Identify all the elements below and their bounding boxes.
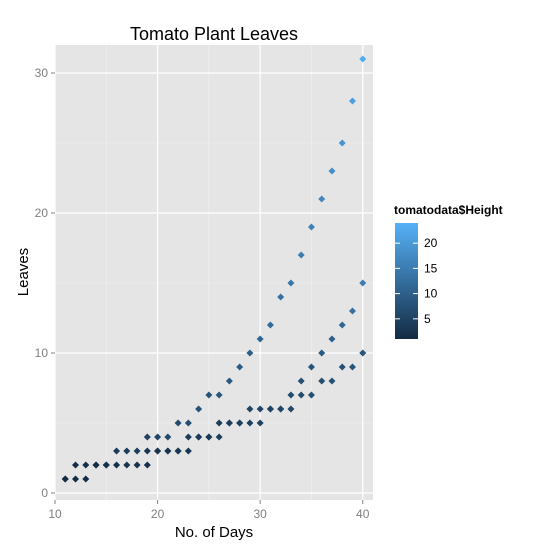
data-point bbox=[338, 363, 346, 371]
data-point bbox=[256, 405, 264, 413]
data-point bbox=[297, 391, 305, 399]
data-point bbox=[113, 447, 121, 455]
data-point bbox=[184, 447, 192, 455]
data-point bbox=[133, 447, 141, 455]
x-tick-label: 20 bbox=[151, 507, 165, 521]
data-point bbox=[82, 475, 90, 483]
data-point bbox=[297, 377, 305, 385]
y-tick-label: 20 bbox=[35, 206, 49, 220]
legend-ticks: 5 10 15 20 bbox=[395, 236, 438, 326]
data-point bbox=[266, 405, 274, 413]
data-point bbox=[195, 405, 203, 413]
data-point bbox=[184, 433, 192, 441]
data-point bbox=[246, 405, 254, 413]
data-point bbox=[72, 461, 80, 469]
legend-tick-label: 20 bbox=[424, 236, 438, 250]
data-point bbox=[328, 335, 336, 343]
data-point bbox=[164, 433, 172, 441]
data-point bbox=[92, 461, 100, 469]
data-point bbox=[328, 377, 336, 385]
data-point bbox=[205, 391, 213, 399]
data-point bbox=[82, 461, 90, 469]
data-point bbox=[154, 433, 162, 441]
x-tick-labels: 10 20 30 40 bbox=[48, 507, 369, 521]
legend-tick-label: 10 bbox=[424, 287, 438, 301]
plot-panel bbox=[55, 45, 373, 500]
legend-colorbar bbox=[395, 223, 418, 339]
data-point bbox=[256, 335, 264, 343]
data-point bbox=[287, 405, 295, 413]
legend-tick-label: 5 bbox=[424, 312, 431, 326]
data-point bbox=[348, 97, 356, 105]
data-point bbox=[102, 461, 110, 469]
data-point bbox=[123, 447, 131, 455]
y-tick-labels: 0 10 20 30 bbox=[35, 66, 49, 500]
x-tick-label: 10 bbox=[48, 507, 62, 521]
data-point bbox=[277, 293, 285, 301]
legend: tomatodata$Height 5 10 15 20 bbox=[394, 203, 503, 339]
data-points bbox=[61, 55, 367, 483]
major-grid bbox=[54, 45, 373, 500]
data-point bbox=[266, 321, 274, 329]
legend-title: tomatodata$Height bbox=[394, 203, 503, 217]
data-point bbox=[215, 391, 223, 399]
x-tick-label: 40 bbox=[356, 507, 370, 521]
data-point bbox=[338, 321, 346, 329]
data-point bbox=[307, 391, 315, 399]
y-tick-label: 10 bbox=[35, 346, 49, 360]
data-point bbox=[123, 461, 131, 469]
data-point bbox=[72, 475, 80, 483]
data-point bbox=[318, 349, 326, 357]
chart-title: Tomato Plant Leaves bbox=[130, 24, 298, 44]
axis-ticks bbox=[51, 72, 364, 504]
data-point bbox=[359, 279, 367, 287]
data-point bbox=[195, 433, 203, 441]
data-point bbox=[143, 447, 151, 455]
data-point bbox=[246, 419, 254, 427]
data-point bbox=[113, 461, 121, 469]
data-point bbox=[297, 251, 305, 259]
data-point bbox=[225, 377, 233, 385]
data-point bbox=[143, 433, 151, 441]
data-point bbox=[246, 349, 254, 357]
data-point bbox=[215, 433, 223, 441]
data-point bbox=[225, 419, 233, 427]
y-tick-label: 0 bbox=[41, 486, 48, 500]
data-point bbox=[359, 55, 367, 63]
data-point bbox=[205, 433, 213, 441]
data-point bbox=[287, 391, 295, 399]
data-point bbox=[348, 307, 356, 315]
data-point bbox=[133, 461, 141, 469]
data-point bbox=[277, 405, 285, 413]
data-point bbox=[359, 349, 367, 357]
x-tick-label: 30 bbox=[253, 507, 267, 521]
data-point bbox=[348, 363, 356, 371]
data-point bbox=[164, 447, 172, 455]
data-point bbox=[307, 363, 315, 371]
data-point bbox=[154, 447, 162, 455]
x-axis-title: No. of Days bbox=[175, 524, 253, 541]
data-point bbox=[215, 419, 223, 427]
data-point bbox=[236, 419, 244, 427]
data-point bbox=[287, 279, 295, 287]
y-tick-label: 30 bbox=[35, 66, 49, 80]
data-point bbox=[143, 461, 151, 469]
data-point bbox=[236, 363, 244, 371]
data-point bbox=[318, 195, 326, 203]
data-point bbox=[338, 139, 346, 147]
minor-grid bbox=[55, 45, 373, 500]
data-point bbox=[61, 475, 69, 483]
legend-tick-label: 15 bbox=[424, 261, 438, 275]
data-point bbox=[318, 377, 326, 385]
data-point bbox=[174, 447, 182, 455]
data-point bbox=[174, 419, 182, 427]
y-axis-title: Leaves bbox=[15, 248, 32, 296]
data-point bbox=[307, 223, 315, 231]
data-point bbox=[328, 167, 336, 175]
data-point bbox=[184, 419, 192, 427]
data-point bbox=[256, 419, 264, 427]
